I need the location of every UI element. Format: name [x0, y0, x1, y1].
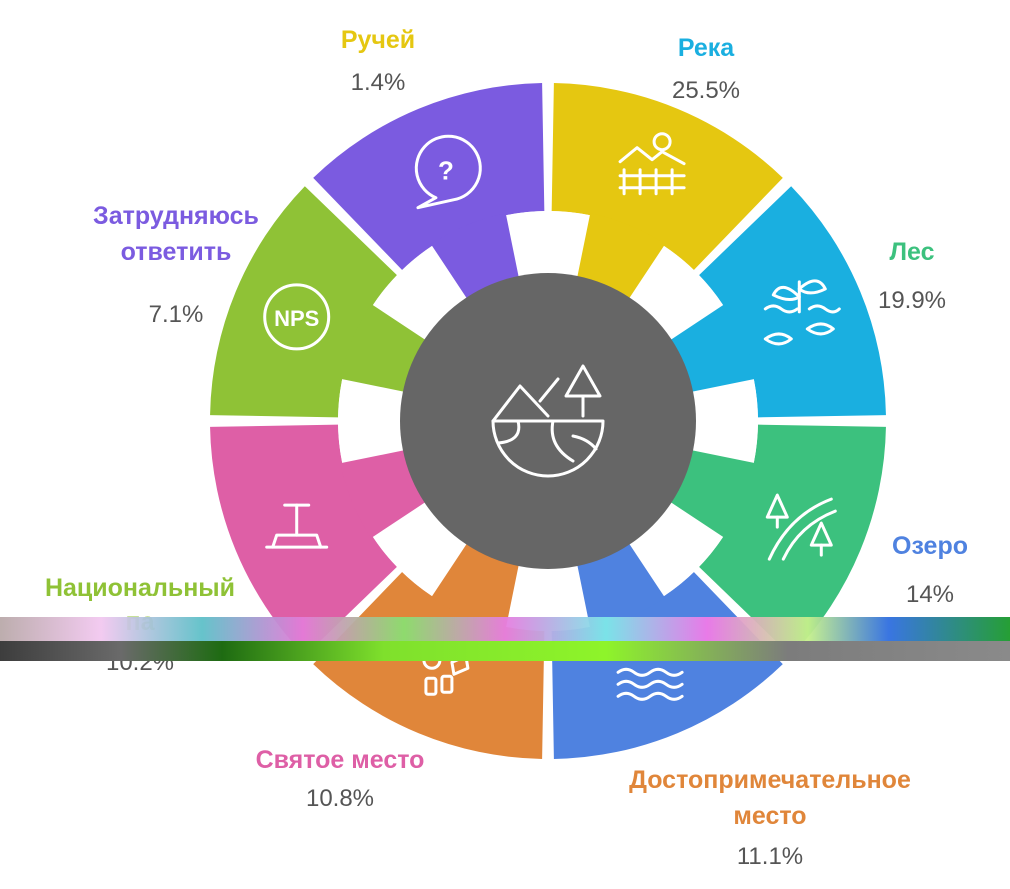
glitch-band-lower	[0, 641, 1010, 661]
segment-tab-0	[576, 213, 666, 302]
value-label-2: 19.9%	[878, 287, 946, 314]
segment-tab-2	[667, 449, 756, 539]
segment-tab-1	[667, 303, 756, 393]
segment-tab-3	[576, 540, 666, 629]
segment-1	[699, 186, 886, 418]
category-label-7-line-1: ответить	[121, 238, 232, 266]
value-label-4: 11.1%	[737, 843, 803, 870]
landscape-fence-icon	[618, 132, 686, 196]
category-label-5-line-0: Святое место	[256, 746, 425, 774]
category-label-4-line-0: Достопримечательное	[629, 766, 911, 794]
segment-tab-4	[430, 540, 520, 629]
value-label-5: 10.8%	[306, 785, 374, 812]
value-label-7: 7.1%	[149, 301, 204, 328]
category-label-7-line-0: Затрудняюсь	[93, 202, 259, 230]
category-label-0-line-0: Ручей	[341, 26, 415, 54]
nps-badge-icon: NPS	[263, 283, 331, 351]
value-label-0: 1.4%	[351, 69, 406, 96]
value-label-1: 25.5%	[672, 77, 740, 104]
category-label-4-line-1: место	[733, 802, 806, 830]
glitch-band	[0, 617, 1010, 643]
category-label-3-line-0: Озеро	[892, 532, 968, 560]
segment-tab-6	[340, 303, 429, 393]
segment-2	[699, 424, 886, 656]
segment-tab-5	[340, 449, 429, 539]
segment-tabs	[340, 213, 756, 629]
plant-fish-icon	[763, 279, 841, 346]
segment-5	[210, 424, 397, 656]
shrine-icon	[265, 503, 329, 549]
segment-icons: NPS?	[263, 132, 841, 701]
question-mark-text: ?	[438, 156, 454, 186]
segment-7	[313, 83, 545, 270]
segment-6	[210, 186, 397, 418]
forest-road-icon	[765, 493, 837, 561]
segment-tab-7	[430, 213, 520, 302]
category-label-1-line-0: Река	[678, 34, 735, 62]
category-label-2-line-0: Лес	[889, 238, 934, 266]
earth-landscape-icon	[491, 364, 605, 478]
nps-badge-text: NPS	[274, 306, 319, 331]
category-label-6-line-0: Национальный	[45, 574, 235, 602]
question-bubble-icon: ?	[414, 134, 482, 210]
value-label-3: 14%	[906, 581, 954, 608]
